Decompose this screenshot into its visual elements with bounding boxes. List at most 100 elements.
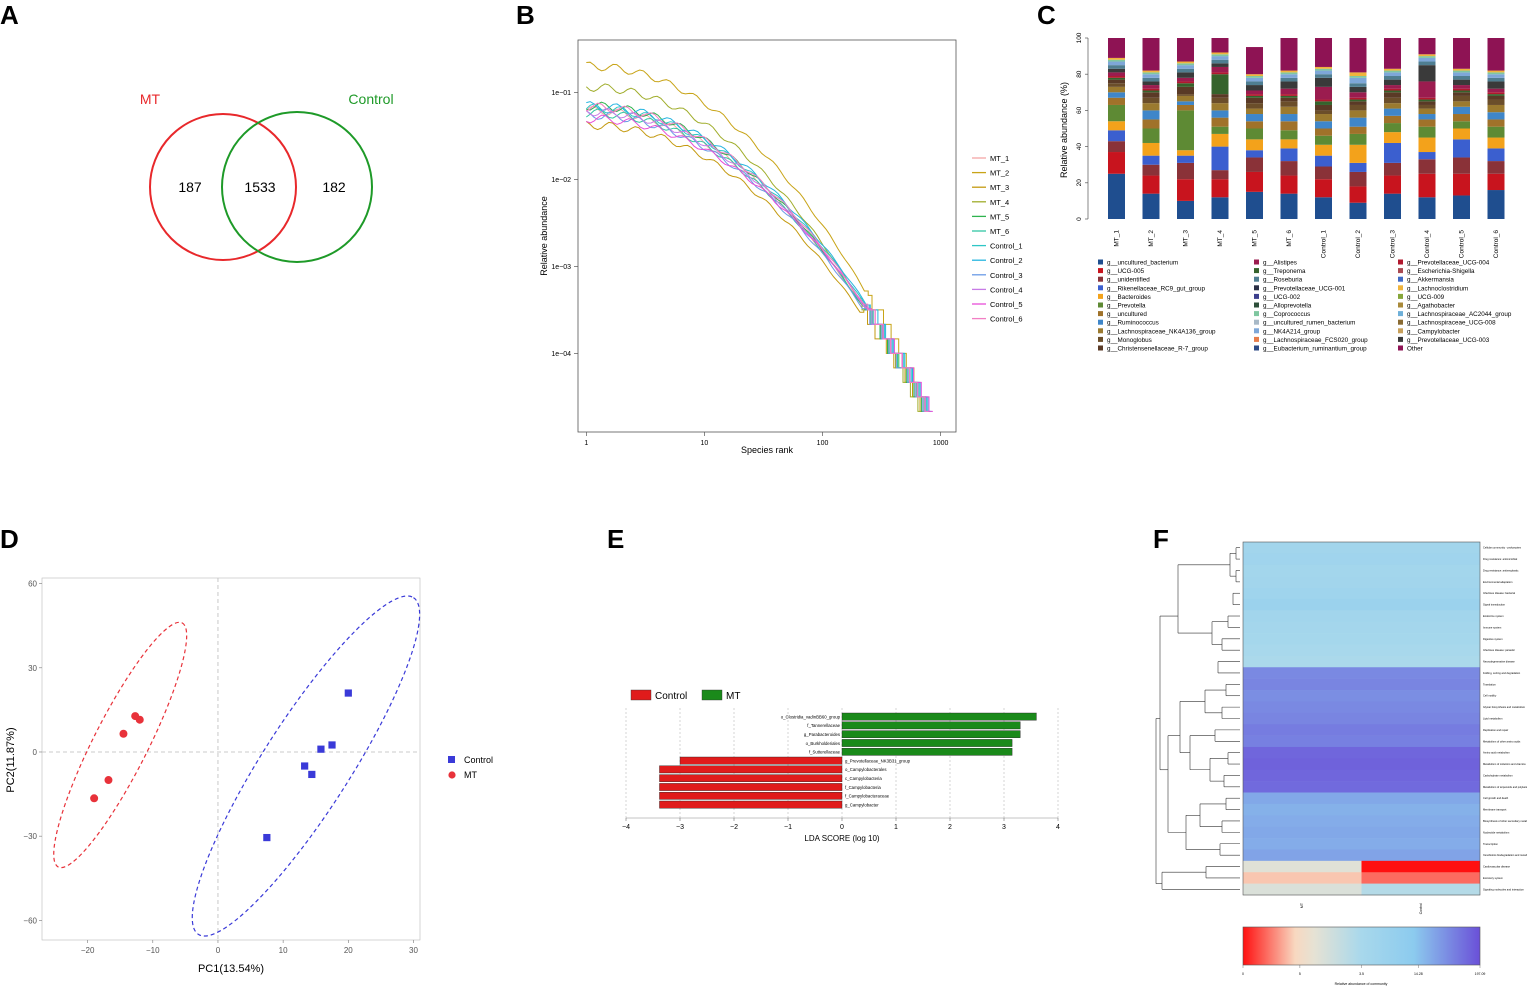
panel-label-c: C xyxy=(1037,0,1056,30)
venn-circle-mt xyxy=(149,113,297,261)
heatmap-cell xyxy=(1243,553,1362,566)
stacked-x-label: Control_5 xyxy=(1459,230,1466,259)
stacked-segment xyxy=(1315,38,1332,67)
heatmap-row-label: Nucleotide metabolism xyxy=(1483,830,1509,834)
lda-legend-control-swatch xyxy=(630,689,652,701)
pca-point-control xyxy=(344,689,352,697)
heatmap-col-label-mt: MT xyxy=(1300,902,1304,908)
stacked-segment xyxy=(1142,97,1160,104)
heatmap-row-label: Membrane transport xyxy=(1483,808,1507,812)
stacked-segment xyxy=(1108,152,1125,174)
stacked-segment xyxy=(1108,72,1125,77)
venn-label-control: Control xyxy=(348,91,393,107)
heatmap-cell xyxy=(1361,712,1480,725)
stacked-segment xyxy=(1487,72,1505,75)
heatmap-cell xyxy=(1243,564,1362,577)
stacked-segment xyxy=(1418,173,1436,198)
stacked-segment xyxy=(1487,190,1505,219)
stacked-legend-swatch xyxy=(1254,328,1259,334)
heatmap-row-label: Digestive system xyxy=(1483,637,1503,641)
stacked-segment xyxy=(1108,97,1125,105)
lda-bar xyxy=(659,792,843,800)
stacked-segment xyxy=(1487,137,1505,149)
stacked-legend-item: g__Campylobacter xyxy=(1407,328,1460,335)
stacked-legend-swatch xyxy=(1398,336,1403,342)
stacked-segment xyxy=(1349,171,1367,187)
stacked-legend-item: g__Roseburia xyxy=(1263,277,1303,284)
lda-legend-mt: MT xyxy=(726,691,740,702)
pca-x-tick-label: 30 xyxy=(409,946,418,955)
stacked-segment xyxy=(1349,76,1367,78)
heatmap-row-label: Infectious disease: bacterial xyxy=(1483,591,1515,595)
rank-legend-item: MT_2 xyxy=(990,169,1009,178)
heatmap-cell xyxy=(1243,872,1362,884)
stacked-legend-item: g__Escherichia-Shigella xyxy=(1407,268,1475,275)
stacked-segment xyxy=(1453,85,1470,89)
stacked-segment xyxy=(1280,106,1298,115)
heatmap-cell xyxy=(1243,838,1362,850)
rank-legend-item: Control_5 xyxy=(990,300,1023,309)
stacked-legend-item: Other xyxy=(1407,346,1423,353)
stacked-segment xyxy=(1418,65,1436,82)
stacked-segment xyxy=(1315,86,1332,100)
stacked-segment xyxy=(1349,38,1367,73)
heatmap-row-label: Amino acid metabolism xyxy=(1483,751,1510,755)
stacked-segment xyxy=(1211,146,1229,171)
stacked-segment xyxy=(1384,70,1401,73)
stacked-segment xyxy=(1280,88,1298,95)
stacked-legend-item: g__unidentified xyxy=(1107,277,1150,284)
stacked-legend-item: g__Alloprevotella xyxy=(1263,303,1312,310)
pca-zero-lines xyxy=(42,578,420,940)
heatmap-cell xyxy=(1361,872,1480,884)
stacked-segment xyxy=(1211,110,1229,118)
stacked-segment xyxy=(1315,166,1332,180)
stacked-segment xyxy=(1177,83,1194,87)
pca-y-tick-label: 0 xyxy=(33,748,38,757)
stacked-bars xyxy=(1108,38,1505,219)
pca-point-mt xyxy=(135,715,144,724)
stacked-segment xyxy=(1384,103,1401,109)
stacked-segment xyxy=(1211,94,1229,98)
stacked-segment xyxy=(1453,195,1470,219)
pca-x-tick-label: 0 xyxy=(216,946,221,955)
stacked-segment xyxy=(1418,126,1436,138)
stacked-segment xyxy=(1246,77,1263,82)
stacked-segment xyxy=(1384,175,1401,194)
stacked-segment xyxy=(1349,162,1367,172)
rank-y-tick-label: 1e−02 xyxy=(551,177,571,184)
lda-bar-label: f_Campylobacteraceae xyxy=(845,794,890,799)
stacked-segment xyxy=(1108,76,1125,78)
stacked-legend-swatch xyxy=(1254,345,1259,351)
pca-y-tick-label: −30 xyxy=(23,832,37,841)
pca-x-label: PC1(13.54%) xyxy=(198,963,264,975)
pca-point-mt xyxy=(90,794,99,803)
heatmap-row-label: Drug resistance: antimicrobial xyxy=(1483,557,1518,561)
rank-line-control-2 xyxy=(586,101,932,412)
stacked-segment xyxy=(1315,77,1332,87)
lda-bar-label: c_Campylobacteria xyxy=(845,776,882,781)
heatmap-row-label: Excretory system xyxy=(1483,876,1503,880)
stacked-legend-swatch xyxy=(1398,259,1403,265)
stacked-x-label: MT_3 xyxy=(1183,230,1190,247)
stacked-segment xyxy=(1108,104,1125,122)
stacked-segment xyxy=(1211,38,1229,53)
colorbar-tick-label: 3.5 xyxy=(1359,972,1364,976)
lda-bar xyxy=(841,721,1021,730)
stacked-y-tick-label: 80 xyxy=(1076,70,1083,78)
heatmap-cell xyxy=(1243,724,1362,736)
stacked-legend-swatch xyxy=(1098,285,1103,291)
stacked-segment xyxy=(1384,68,1401,71)
stacked-segment xyxy=(1315,70,1332,75)
stacked-segment xyxy=(1108,92,1125,98)
stacked-segment xyxy=(1246,47,1263,75)
stacked-x-labels: MT_1 MT_2 MT_3 MT_4 MT_5 MT_6 Control_1 Control… xyxy=(1114,230,1501,259)
stacked-segment xyxy=(1418,104,1436,109)
stacked-segment xyxy=(1211,56,1229,60)
stacked-legend-swatch xyxy=(1398,328,1403,334)
heatmap-colorbar-ticks: 0 5 3.5 14.28 197.09 xyxy=(1242,965,1485,976)
lda-bar-label: f_Tannerellaceae xyxy=(807,723,840,728)
stacked-segment xyxy=(1177,63,1194,66)
rank-legend-item: Control_2 xyxy=(990,256,1023,265)
stacked-segment xyxy=(1142,70,1160,73)
heatmap-cell xyxy=(1243,860,1362,873)
